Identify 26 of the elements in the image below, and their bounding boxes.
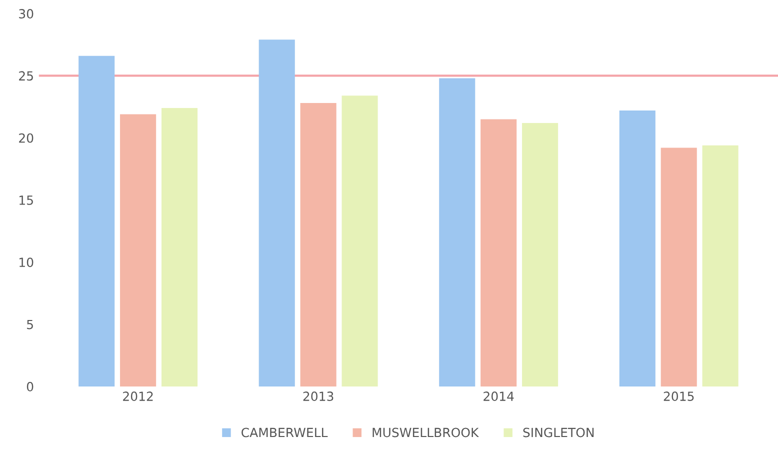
x-tick-label: 2014 <box>484 392 514 401</box>
bar <box>480 119 517 386</box>
y-tick-label: 0 <box>26 382 34 392</box>
bar <box>300 103 336 386</box>
bar <box>702 145 738 386</box>
y-tick-label: 25 <box>19 71 33 81</box>
bar <box>161 108 198 386</box>
y-tick-label: 15 <box>20 196 33 205</box>
y-tick-label: 5 <box>27 320 33 330</box>
bar <box>78 56 115 386</box>
x-tick-label: 2012 <box>123 392 153 401</box>
bar <box>522 122 558 386</box>
y-tick-label: 10 <box>20 258 34 268</box>
y-tick-label: 20 <box>19 133 34 143</box>
y-tick-label: 30 <box>19 9 34 18</box>
x-tick-label: 2013 <box>303 392 334 401</box>
bar <box>120 114 156 386</box>
bar <box>258 40 295 386</box>
bar <box>619 110 656 386</box>
legend-label: MUSWELLBROOK <box>372 428 479 438</box>
bar <box>660 148 697 386</box>
bar <box>439 78 476 386</box>
bar <box>342 96 378 386</box>
legend-label: CAMBERWELL <box>242 428 328 438</box>
legend-label: SINGLETON <box>523 428 594 438</box>
x-tick-label: 2015 <box>664 392 694 401</box>
